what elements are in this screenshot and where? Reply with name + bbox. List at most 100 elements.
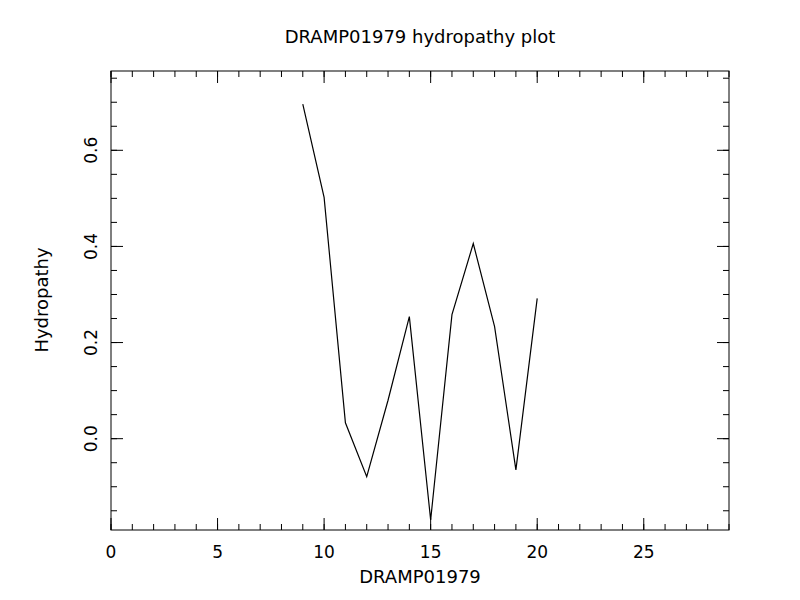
y-minor-tick bbox=[111, 294, 117, 295]
y-minor-tick bbox=[111, 102, 117, 103]
x-minor-tick bbox=[238, 524, 239, 530]
x-tick-top bbox=[430, 71, 431, 83]
y-minor-tick bbox=[111, 414, 117, 415]
x-minor-tick bbox=[132, 71, 133, 77]
x-minor-tick bbox=[217, 71, 218, 77]
x-minor-tick bbox=[622, 524, 623, 530]
x-tick bbox=[324, 518, 325, 530]
x-tick bbox=[537, 518, 538, 530]
x-minor-tick bbox=[345, 71, 346, 77]
x-minor-tick bbox=[515, 71, 516, 77]
y-minor-tick bbox=[111, 174, 117, 175]
y-axis-label: Hydropathy bbox=[31, 247, 52, 353]
y-minor-tick bbox=[723, 366, 729, 367]
x-minor-tick bbox=[665, 71, 666, 77]
y-minor-tick bbox=[111, 246, 117, 247]
y-minor-tick bbox=[111, 150, 117, 151]
x-minor-tick bbox=[302, 71, 303, 77]
y-tick-right bbox=[717, 150, 729, 151]
y-tick-label: 0.0 bbox=[81, 425, 101, 452]
x-tick-top bbox=[643, 71, 644, 83]
x-minor-tick bbox=[558, 524, 559, 530]
y-minor-tick bbox=[111, 390, 117, 391]
x-minor-tick bbox=[473, 71, 474, 77]
x-minor-tick bbox=[515, 524, 516, 530]
x-minor-tick bbox=[601, 524, 602, 530]
y-minor-tick bbox=[723, 270, 729, 271]
x-tick-top bbox=[111, 71, 112, 83]
y-tick-label: 0.2 bbox=[81, 329, 101, 356]
plot-area bbox=[303, 104, 537, 520]
y-minor-tick bbox=[111, 318, 117, 319]
y-minor-tick bbox=[111, 366, 117, 367]
x-minor-tick bbox=[601, 71, 602, 77]
x-minor-tick bbox=[281, 524, 282, 530]
x-minor-tick bbox=[579, 71, 580, 77]
chart: 05101520250.00.20.40.6DRAMP01979 hydropa… bbox=[0, 0, 800, 600]
x-minor-tick bbox=[366, 524, 367, 530]
x-minor-tick bbox=[366, 71, 367, 77]
x-minor-tick bbox=[729, 524, 730, 530]
x-minor-tick bbox=[345, 524, 346, 530]
y-tick bbox=[111, 150, 123, 151]
y-minor-tick bbox=[723, 222, 729, 223]
y-minor-tick bbox=[723, 438, 729, 439]
x-tick-label: 10 bbox=[313, 542, 335, 562]
y-minor-tick bbox=[723, 342, 729, 343]
x-minor-tick bbox=[196, 71, 197, 77]
x-minor-tick bbox=[111, 524, 112, 530]
x-minor-tick bbox=[324, 71, 325, 77]
x-minor-tick bbox=[729, 71, 730, 77]
y-tick bbox=[111, 246, 123, 247]
y-tick-label: 0.6 bbox=[81, 137, 101, 164]
x-minor-tick bbox=[409, 524, 410, 530]
y-minor-tick bbox=[111, 270, 117, 271]
x-minor-tick bbox=[132, 524, 133, 530]
x-minor-tick bbox=[643, 524, 644, 530]
y-minor-tick bbox=[723, 486, 729, 487]
y-minor-tick bbox=[111, 126, 117, 127]
x-minor-tick bbox=[430, 71, 431, 77]
x-tick-label: 25 bbox=[633, 542, 655, 562]
x-minor-tick bbox=[537, 524, 538, 530]
y-minor-tick bbox=[723, 510, 729, 511]
title: DRAMP01979 hydropathy plot bbox=[285, 26, 556, 47]
x-minor-tick bbox=[388, 524, 389, 530]
x-tick bbox=[643, 518, 644, 530]
x-minor-tick bbox=[494, 524, 495, 530]
x-minor-tick bbox=[430, 524, 431, 530]
y-minor-tick bbox=[111, 342, 117, 343]
x-axis-label: DRAMP01979 bbox=[359, 566, 481, 587]
x-minor-tick bbox=[153, 524, 154, 530]
x-minor-tick bbox=[494, 71, 495, 77]
y-minor-tick bbox=[111, 462, 117, 463]
x-minor-tick bbox=[707, 524, 708, 530]
y-minor-tick bbox=[723, 390, 729, 391]
x-minor-tick bbox=[324, 524, 325, 530]
x-minor-tick bbox=[558, 71, 559, 77]
x-minor-tick bbox=[281, 71, 282, 77]
y-minor-tick bbox=[723, 414, 729, 415]
y-minor-tick bbox=[111, 198, 117, 199]
y-minor-tick bbox=[111, 222, 117, 223]
x-minor-tick bbox=[451, 524, 452, 530]
x-minor-tick bbox=[260, 524, 261, 530]
x-minor-tick bbox=[238, 71, 239, 77]
y-minor-tick bbox=[111, 510, 117, 511]
x-tick-label: 20 bbox=[526, 542, 548, 562]
x-minor-tick bbox=[665, 524, 666, 530]
background bbox=[0, 0, 800, 600]
x-minor-tick bbox=[217, 524, 218, 530]
y-minor-tick bbox=[723, 318, 729, 319]
y-minor-tick bbox=[111, 78, 117, 79]
y-minor-tick bbox=[111, 486, 117, 487]
x-tick bbox=[111, 518, 112, 530]
x-minor-tick bbox=[260, 71, 261, 77]
x-tick-label: 5 bbox=[212, 542, 223, 562]
x-minor-tick bbox=[174, 71, 175, 77]
y-tick bbox=[111, 438, 123, 439]
x-minor-tick bbox=[707, 71, 708, 77]
x-minor-tick bbox=[579, 524, 580, 530]
x-minor-tick bbox=[686, 71, 687, 77]
y-minor-tick bbox=[111, 438, 117, 439]
